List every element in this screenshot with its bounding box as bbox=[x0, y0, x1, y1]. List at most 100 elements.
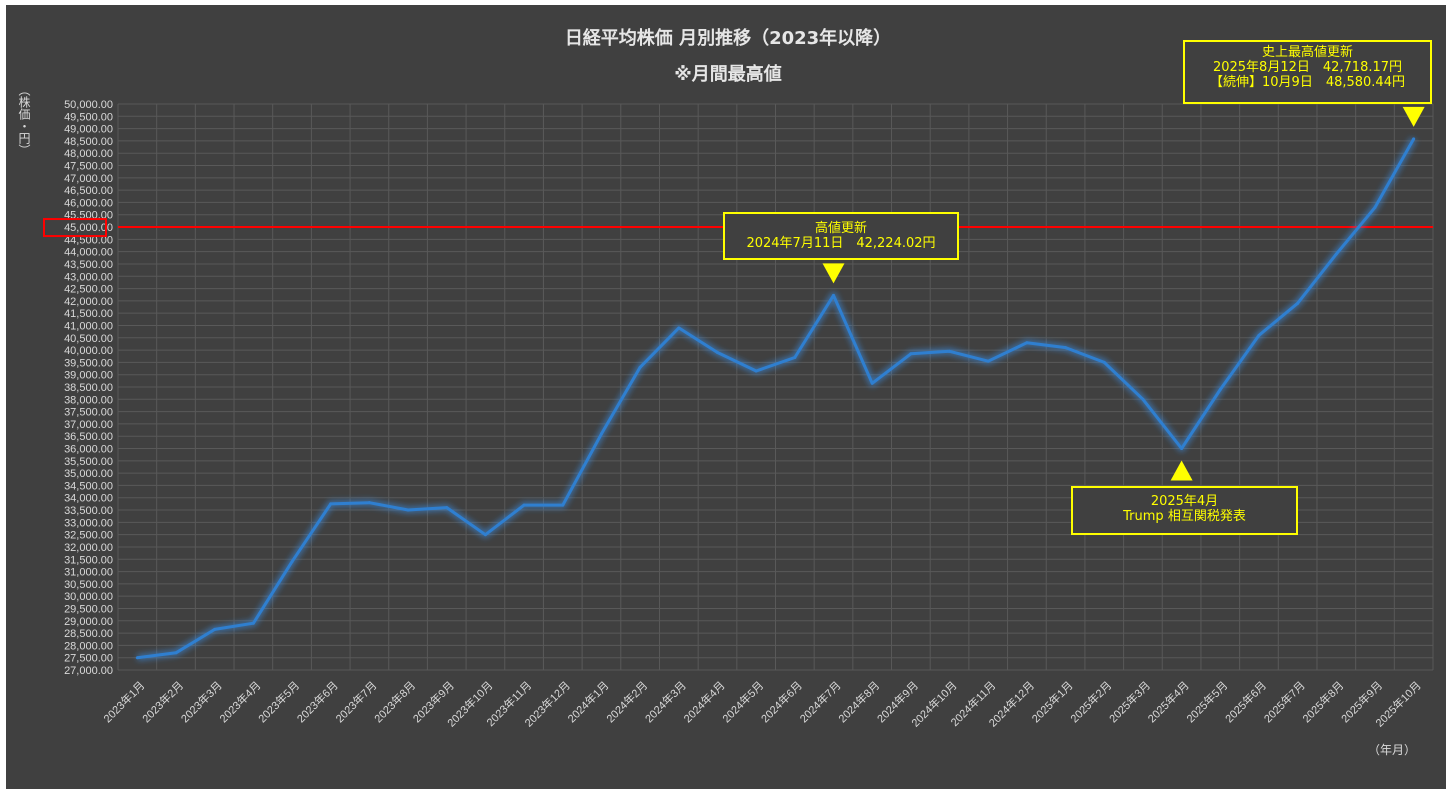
y-tick-label: 42,000.00 bbox=[64, 296, 113, 308]
y-tick-label: 50,000.00 bbox=[64, 99, 113, 111]
data-point bbox=[1334, 252, 1338, 256]
y-tick-label: 38,500.00 bbox=[64, 382, 113, 394]
y-tick-label: 31,000.00 bbox=[64, 567, 113, 579]
annotation-box-record-high: 史上最高値更新 2025年8月12日 42,718.17円 【続伸】10月9日 … bbox=[1183, 40, 1432, 104]
x-tick-label: 2025年4月 bbox=[1145, 678, 1192, 725]
y-tick-label: 34,500.00 bbox=[64, 480, 113, 492]
y-tick-label: 30,000.00 bbox=[64, 591, 113, 603]
data-point bbox=[677, 326, 681, 330]
data-point bbox=[174, 651, 178, 655]
data-point bbox=[986, 359, 990, 363]
data-point bbox=[638, 365, 642, 369]
data-point bbox=[290, 560, 294, 564]
data-point bbox=[251, 621, 255, 625]
annotation-line: 2025年8月12日 42,718.17円 bbox=[1212, 60, 1403, 75]
x-tick-label: 2023年5月 bbox=[255, 678, 302, 725]
y-tick-label: 27,000.00 bbox=[64, 665, 113, 677]
y-tick-label: 42,500.00 bbox=[64, 284, 113, 296]
y-tick-label: 35,500.00 bbox=[64, 456, 113, 468]
chart-frame bbox=[6, 5, 1446, 789]
data-point bbox=[445, 506, 449, 510]
data-point bbox=[1412, 137, 1416, 141]
y-tick-label: 43,000.00 bbox=[64, 271, 113, 283]
data-point bbox=[754, 369, 758, 373]
series-line bbox=[137, 138, 1416, 660]
data-point bbox=[1257, 333, 1261, 337]
x-tick-label: 2023年3月 bbox=[178, 678, 225, 725]
data-point bbox=[948, 349, 952, 353]
data-point bbox=[406, 508, 410, 512]
y-tick-label: 29,000.00 bbox=[64, 616, 113, 628]
y-tick-label: 48,000.00 bbox=[64, 148, 113, 160]
x-tick-label: 2024年5月 bbox=[719, 678, 766, 725]
x-tick-label: 2023年7月 bbox=[332, 678, 379, 725]
x-tick-label: 2025年7月 bbox=[1261, 678, 1308, 725]
annotation-box-july-2024: 高値更新 2024年7月11日 42,224.02円 bbox=[723, 212, 959, 260]
y-tick-label: 43,500.00 bbox=[64, 259, 113, 271]
x-tick-label: 2023年4月 bbox=[216, 678, 263, 725]
y-tick-label: 46,500.00 bbox=[64, 185, 113, 197]
annotation-marker-down bbox=[1402, 106, 1425, 127]
data-point bbox=[1180, 447, 1184, 451]
x-tick-label: 2025年2月 bbox=[1067, 678, 1114, 725]
x-tick-label: 2023年6月 bbox=[294, 678, 341, 725]
y-tick-label: 46,000.00 bbox=[64, 197, 113, 209]
x-tick-label: 2024年1月 bbox=[564, 678, 611, 725]
annotation-box-april-2025: 2025年4月 Trump 相互関税発表 bbox=[1071, 486, 1298, 535]
y-tick-label: 34,000.00 bbox=[64, 493, 113, 505]
x-axis-label: （年月） bbox=[1368, 743, 1416, 757]
y-tick-label: 39,000.00 bbox=[64, 370, 113, 382]
y-tick-label: 29,500.00 bbox=[64, 603, 113, 615]
y-tick-label: 45,000.00 bbox=[64, 222, 113, 234]
y-tick-label: 32,500.00 bbox=[64, 530, 113, 542]
x-tick-label: 2024年4月 bbox=[681, 678, 728, 725]
data-point bbox=[599, 432, 603, 436]
y-tick-label: 49,500.00 bbox=[64, 111, 113, 123]
y-tick-label: 32,000.00 bbox=[64, 542, 113, 554]
annotation-marker-up bbox=[1170, 460, 1193, 481]
y-tick-label: 39,500.00 bbox=[64, 357, 113, 369]
x-tick-label: 2024年6月 bbox=[758, 678, 805, 725]
data-point bbox=[870, 381, 874, 385]
y-tick-label: 28,000.00 bbox=[64, 640, 113, 652]
data-point bbox=[832, 293, 836, 297]
y-tick-label: 33,000.00 bbox=[64, 517, 113, 529]
data-point bbox=[1102, 360, 1106, 364]
y-tick-label: 28,500.00 bbox=[64, 628, 113, 640]
x-tick-label: 2025年1月 bbox=[1029, 678, 1076, 725]
y-tick-label: 30,500.00 bbox=[64, 579, 113, 591]
x-tick-label: 2024年3月 bbox=[642, 678, 689, 725]
x-tick-label: 2025年8月 bbox=[1299, 678, 1346, 725]
data-point bbox=[715, 351, 719, 355]
y-tick-label: 41,500.00 bbox=[64, 308, 113, 320]
data-point bbox=[1141, 397, 1145, 401]
data-point bbox=[213, 627, 217, 631]
data-point bbox=[1296, 301, 1300, 305]
y-tick-label: 37,500.00 bbox=[64, 407, 113, 419]
data-point bbox=[329, 502, 333, 506]
data-point bbox=[367, 501, 371, 505]
y-tick-label: 38,000.00 bbox=[64, 394, 113, 406]
y-tick-label: 27,500.00 bbox=[64, 653, 113, 665]
data-point bbox=[909, 352, 913, 356]
y-tick-label: 37,000.00 bbox=[64, 419, 113, 431]
chart-subtitle: ※月間最高値 bbox=[674, 64, 782, 85]
y-tick-label: 33,500.00 bbox=[64, 505, 113, 517]
x-tick-label: 2023年2月 bbox=[139, 678, 186, 725]
annotation-line: 高値更新 bbox=[814, 221, 867, 236]
annotation-line: 【続伸】10月9日 48,580.44円 bbox=[1210, 75, 1405, 90]
y-tick-label: 35,000.00 bbox=[64, 468, 113, 480]
y-tick-label: 36,500.00 bbox=[64, 431, 113, 443]
chart-title: 日経平均株価 月別推移（2023年以降） bbox=[564, 28, 892, 49]
y-tick-label: 47,500.00 bbox=[64, 161, 113, 173]
x-tick-label: 2025年6月 bbox=[1222, 678, 1269, 725]
y-axis-label: （株価・円） bbox=[17, 84, 31, 156]
data-point bbox=[1373, 205, 1377, 209]
annotation-line: 2024年7月11日 42,224.02円 bbox=[746, 236, 936, 251]
x-tick-label: 2025年3月 bbox=[1106, 678, 1153, 725]
data-point bbox=[1025, 341, 1029, 345]
y-tick-label: 48,500.00 bbox=[64, 136, 113, 148]
reference-label-highlight-box bbox=[43, 218, 107, 238]
annotation-line: Trump 相互関税発表 bbox=[1123, 509, 1246, 524]
